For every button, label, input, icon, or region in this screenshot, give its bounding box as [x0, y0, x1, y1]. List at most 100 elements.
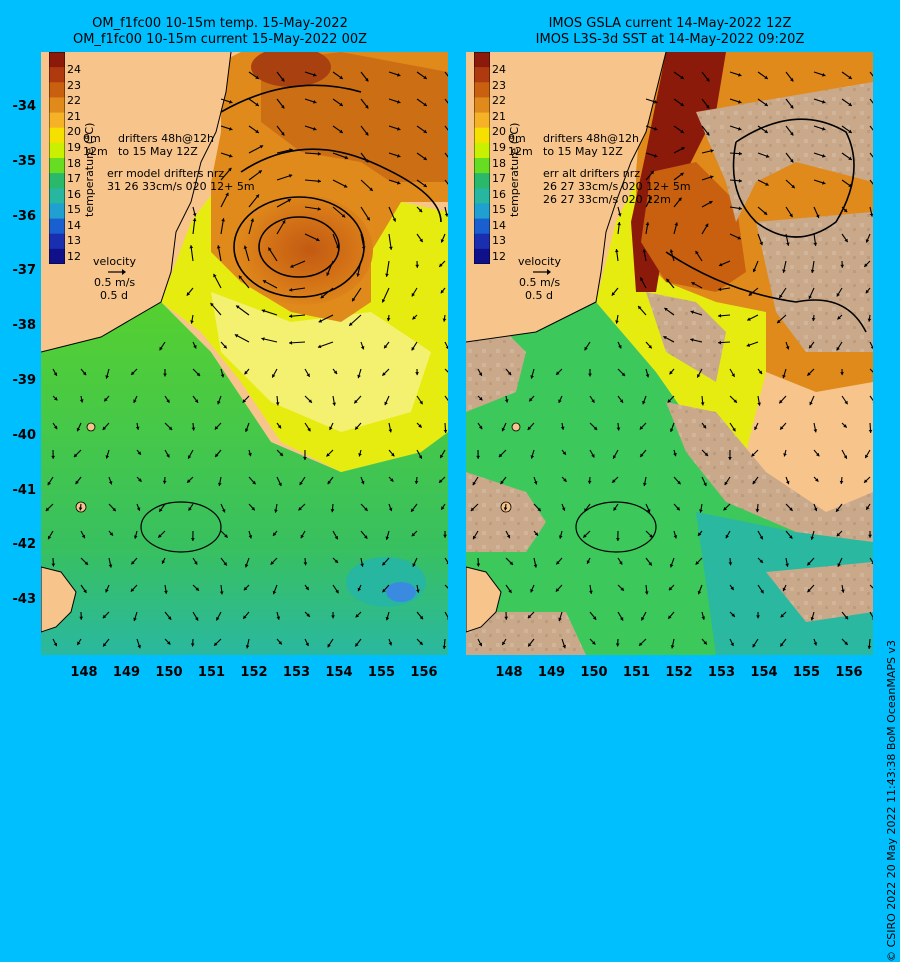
- left-longitude-tick-label: 154: [319, 665, 359, 680]
- velocity-arrow-head: [783, 453, 787, 456]
- left-velocity-key-arrow-icon: [107, 268, 127, 276]
- right-title-line1: IMOS GSLA current 14-May-2022 12Z: [450, 16, 890, 32]
- colorbar-swatch: [49, 158, 65, 174]
- velocity-arrow-head: [331, 615, 335, 618]
- left-drifters-0m: 0m: [83, 132, 101, 145]
- velocity-arrow-head: [718, 341, 721, 345]
- right-drifters-to: to 15 May 12Z: [543, 145, 623, 158]
- velocity-arrow-head: [415, 481, 419, 484]
- right-drifters-12m: 12m: [508, 145, 533, 158]
- colorbar-tick-label: 21: [67, 110, 91, 123]
- latitude-tick-label: -42: [0, 537, 36, 552]
- velocity-arrow-head: [193, 218, 197, 221]
- velocity-arrow-head: [105, 375, 109, 378]
- velocity-arrow-head: [476, 456, 480, 459]
- velocity-arrow: [445, 180, 448, 190]
- colorbar-tick-label: 12: [67, 250, 91, 263]
- right-longitude-tick-label: 155: [787, 665, 827, 680]
- latitude-tick-label: -34: [0, 99, 36, 114]
- velocity-arrow-head: [289, 341, 292, 345]
- velocity-arrow-head: [701, 616, 705, 619]
- velocity-arrow-head: [443, 535, 447, 538]
- colorbar-swatch: [474, 219, 490, 235]
- colorbar-swatch: [474, 82, 490, 98]
- velocity-arrow-head: [616, 643, 620, 646]
- left-velocity-speed: 0.5 m/s: [94, 276, 135, 289]
- velocity-arrow-head: [276, 616, 280, 619]
- velocity-arrow-head: [79, 507, 83, 510]
- velocity-arrow-head: [191, 538, 195, 541]
- colorbar-swatch: [49, 249, 65, 264]
- colorbar-swatch: [49, 188, 65, 204]
- colorbar-tick-label: 23: [492, 79, 516, 92]
- left-title: OM_f1fc00 10-15m temp. 15-May-2022 OM_f1…: [0, 16, 440, 48]
- left-longitude-tick-label: 152: [234, 665, 274, 680]
- right-longitude-tick-label: 150: [574, 665, 614, 680]
- velocity-arrow-head: [303, 457, 307, 460]
- velocity-arrow: [445, 126, 448, 136]
- velocity-arrow-head: [728, 562, 732, 565]
- colorbar-swatch: [474, 158, 490, 174]
- colorbar-swatch: [49, 173, 65, 189]
- colorbar-tick-label: 14: [492, 219, 516, 232]
- colorbar-swatch: [49, 128, 65, 144]
- right-longitude-tick-label: 153: [702, 665, 742, 680]
- colorbar-swatch: [474, 67, 490, 83]
- velocity-arrow-head: [840, 481, 844, 484]
- velocity-arrow-head: [276, 402, 280, 405]
- velocity-arrow: [445, 72, 448, 82]
- colorbar-swatch: [49, 203, 65, 219]
- colorbar-tick-label: 13: [492, 234, 516, 247]
- latitude-tick-label: -35: [0, 154, 36, 169]
- velocity-arrow-head: [588, 481, 592, 484]
- velocity-arrow-head: [559, 535, 563, 538]
- latitude-tick-label: -39: [0, 373, 36, 388]
- colorbar-swatch: [49, 219, 65, 235]
- right-longitude-tick-label: 154: [744, 665, 784, 680]
- velocity-arrow-head: [331, 509, 335, 512]
- colorbar-tick-label: 23: [67, 79, 91, 92]
- velocity-arrow: [445, 396, 448, 404]
- colorbar-swatch: [474, 97, 490, 113]
- colorbar-swatch: [474, 52, 490, 68]
- colorbar-swatch: [474, 173, 490, 189]
- velocity-arrow-head: [415, 372, 419, 375]
- latitude-tick-label: -37: [0, 263, 36, 278]
- velocity-arrow-head: [51, 456, 55, 459]
- colorbar-tick-label: 22: [67, 94, 91, 107]
- velocity-arrow-head: [51, 564, 55, 567]
- colorbar-swatch: [474, 143, 490, 159]
- velocity-arrow: [870, 180, 873, 190]
- left-longitude-tick-label: 153: [277, 665, 317, 680]
- velocity-arrow-head: [163, 374, 167, 377]
- left-velocity-label: velocity: [93, 255, 136, 268]
- colorbar-tick-label: 14: [67, 219, 91, 232]
- velocity-arrow: [445, 99, 448, 109]
- left-longitude-tick-label: 156: [404, 665, 444, 680]
- velocity-arrow-head: [812, 318, 816, 321]
- velocity-arrow-head: [163, 481, 167, 484]
- velocity-arrow-head: [443, 646, 447, 649]
- left-longitude-tick-label: 150: [149, 665, 189, 680]
- velocity-arrow: [870, 153, 873, 163]
- credit-text: © CSIRO 2022 20 May 2022 11:43:38 BoM Oc…: [885, 640, 898, 962]
- right-drifters-0m: 0m: [508, 132, 526, 145]
- right-longitude-tick-label: 148: [489, 665, 529, 680]
- left-longitude-tick-label: 149: [107, 665, 147, 680]
- colorbar-swatch: [49, 52, 65, 68]
- right-err-line2: 26 27 33cm/s 020 12+ 5m: [543, 180, 691, 193]
- velocity-arrow-head: [530, 375, 534, 378]
- velocity-arrow-head: [756, 615, 760, 618]
- velocity-arrow-head: [289, 314, 292, 318]
- velocity-arrow-head: [303, 562, 307, 565]
- colorbar-swatch: [49, 234, 65, 250]
- velocity-arrow-head: [840, 372, 844, 375]
- velocity-arrow-head: [318, 179, 321, 183]
- velocity-arrow-head: [868, 646, 872, 649]
- model-velocity-arrows: [41, 52, 448, 655]
- velocity-arrow: [870, 126, 873, 136]
- colorbar-swatch: [49, 97, 65, 113]
- velocity-arrow-head: [444, 430, 448, 433]
